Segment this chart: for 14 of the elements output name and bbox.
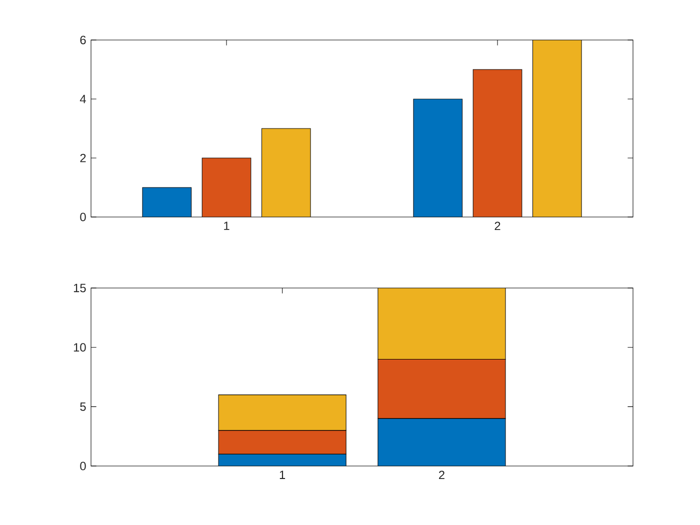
y-tick-label: 2 <box>80 154 86 162</box>
y-tick-label: 6 <box>80 36 86 44</box>
y-tick-label: 15 <box>74 284 86 292</box>
x-tick-label: 1 <box>280 470 286 479</box>
bar <box>218 394 346 431</box>
x-tick-label: 1 <box>224 222 230 230</box>
y-tick-label: 10 <box>74 343 86 352</box>
y-tick-label: 0 <box>80 462 86 470</box>
y-tick-label: 5 <box>80 402 86 411</box>
bar <box>202 158 252 218</box>
y-tick-label: 0 <box>80 212 86 222</box>
bar <box>472 69 522 218</box>
bar <box>378 288 506 360</box>
y-tick-label: 4 <box>80 94 86 104</box>
